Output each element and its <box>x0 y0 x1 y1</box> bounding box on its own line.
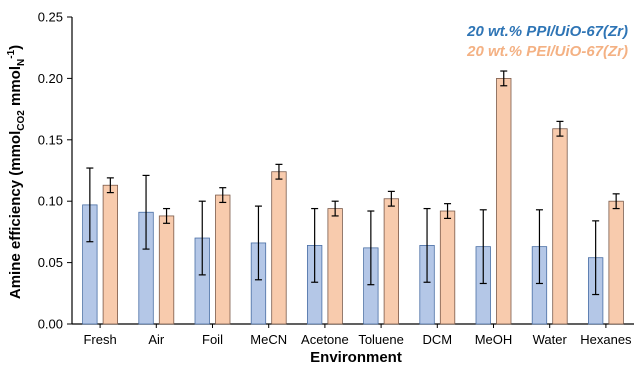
bar-pei <box>102 184 118 325</box>
bar-pei <box>158 215 175 325</box>
y-axis-title-end: ) <box>7 45 24 50</box>
x-axis-title: Environment <box>310 349 402 366</box>
bar-pei <box>327 208 343 325</box>
y-axis-title-sub-n: N <box>16 59 27 66</box>
x-tick-label: Fresh <box>83 332 116 347</box>
y-tick-label: 0.00 <box>38 317 63 332</box>
legend-entry-pei: 20 wt.% PEI/UiO-67(Zr) <box>466 43 628 60</box>
y-axis-title-main: Amine efficiency (mmol <box>7 131 24 299</box>
x-tick-label: Acetone <box>301 332 349 347</box>
bar-pei <box>552 128 568 325</box>
bar-pei <box>215 194 231 325</box>
x-tick-label: DCM <box>422 332 452 347</box>
bar-pei <box>383 198 400 325</box>
x-tick-label: Foil <box>202 332 223 347</box>
legend: 20 wt.% PPI/UiO-67(Zr) 20 wt.% PEI/UiO-6… <box>466 23 628 60</box>
bar-pei <box>608 200 624 325</box>
y-axis-title: Amine efficiency (mmolCO2 mmolN-1) <box>6 45 27 299</box>
y-tick-label: 0.20 <box>38 71 63 86</box>
bar-pei <box>439 210 456 325</box>
y-tick-label: 0.10 <box>38 194 63 209</box>
bar-pei <box>271 171 287 325</box>
y-tick-label: 0.25 <box>38 10 63 25</box>
x-tick-label: Toluene <box>358 332 404 347</box>
y-tick-label: 0.15 <box>38 132 63 147</box>
x-tick-label: MeOH <box>475 332 513 347</box>
y-axis-title-sub-co2: CO2 <box>16 110 27 131</box>
x-tick-label: Water <box>533 332 568 347</box>
y-axis-title-mid: mmol <box>7 66 24 110</box>
plot-area: 0.00 0.05 0.10 0.15 0.20 0.25 Fresh Air Foil MeCN… <box>38 10 634 347</box>
bar-pei <box>496 78 512 325</box>
x-tick-label: Hexanes <box>580 332 632 347</box>
legend-entry-ppi: 20 wt.% PPI/UiO-67(Zr) <box>466 23 628 40</box>
y-axis-title-sup: -1 <box>6 49 17 58</box>
x-tick-label: Air <box>148 332 165 347</box>
y-tick-label: 0.05 <box>38 255 63 270</box>
x-tick-label: MeCN <box>250 332 287 347</box>
